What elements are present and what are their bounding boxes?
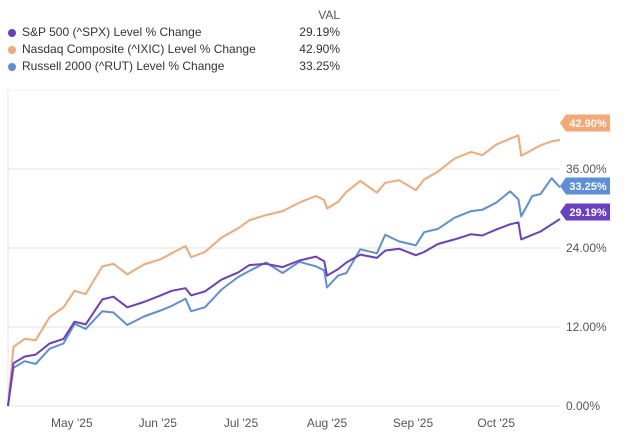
y-tick-label-24-00: 24.00% <box>566 241 607 255</box>
y-tick-label-0-00: 0.00% <box>566 399 600 413</box>
legend-value-rut: 33.25% <box>299 59 340 73</box>
x-tick-label-sep-25: Sep '25 <box>393 416 434 430</box>
end-tag-spx <box>560 203 610 221</box>
series-line-rut <box>7 177 561 407</box>
end-tag-rut <box>560 177 610 195</box>
legend-label-ixic: Nasdaq Composite (^IXIC) Level % Change <box>22 42 256 56</box>
series-line-ixic <box>7 134 561 407</box>
legend-row-spx: S&P 500 (^SPX) Level % Change 29.19% <box>8 25 340 41</box>
legend-dot-rut <box>8 63 16 71</box>
legend-dot-spx <box>8 29 16 37</box>
x-tick-label-oct-25: Oct '25 <box>477 416 515 430</box>
end-tag-label-rut: 33.25% <box>569 181 607 193</box>
legend-value-ixic: 42.90% <box>299 42 340 56</box>
legend-label-rut: Russell 2000 (^RUT) Level % Change <box>22 59 225 73</box>
x-tick-label-may-25: May '25 <box>51 416 93 430</box>
legend-header: VAL <box>318 8 340 22</box>
legend-dot-ixic <box>8 46 16 54</box>
end-tag-ixic <box>560 114 610 132</box>
series-line-spx <box>7 218 561 407</box>
y-tick-label-12-00: 12.00% <box>566 320 607 334</box>
x-tick-label-jul-25: Jul '25 <box>224 416 259 430</box>
legend-label-spx: S&P 500 (^SPX) Level % Change <box>22 25 202 39</box>
legend-value-spx: 29.19% <box>299 25 340 39</box>
legend-row-ixic: Nasdaq Composite (^IXIC) Level % Change … <box>8 42 340 58</box>
x-tick-label-jun-25: Jun '25 <box>139 416 178 430</box>
x-tick-label-aug-25: Aug '25 <box>307 416 348 430</box>
end-tag-label-ixic: 42.90% <box>569 118 607 130</box>
y-tick-label-36-00: 36.00% <box>566 162 607 176</box>
legend-row-rut: Russell 2000 (^RUT) Level % Change 33.25… <box>8 59 340 75</box>
chart-legend: VAL S&P 500 (^SPX) Level % Change 29.19%… <box>0 0 640 80</box>
end-tag-label-spx: 29.19% <box>569 207 607 219</box>
